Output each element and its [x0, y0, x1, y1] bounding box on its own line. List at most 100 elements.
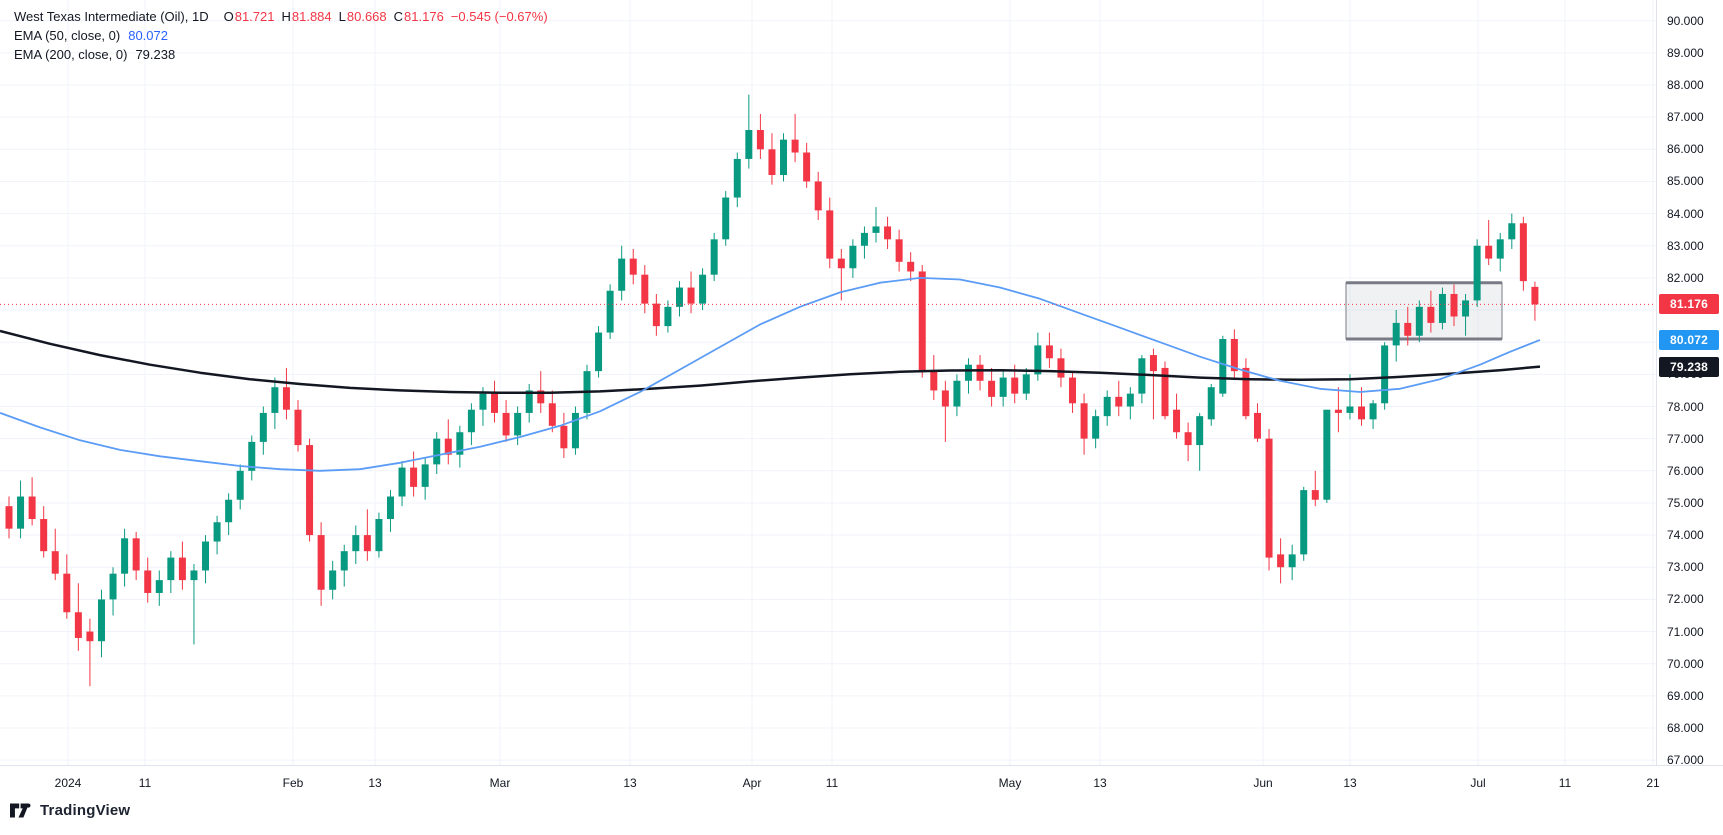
candle-body: [144, 570, 152, 593]
candle-body: [826, 210, 834, 259]
ema50-price-badge: 80.072: [1659, 329, 1719, 350]
candle-body: [1184, 432, 1192, 446]
candle-body: [491, 393, 499, 413]
close-value: 81.176: [404, 9, 444, 24]
candle-body: [17, 496, 25, 529]
candle-body: [167, 557, 175, 581]
candle-body: [525, 390, 533, 413]
candle-body: [918, 271, 926, 372]
candle-body: [1207, 387, 1215, 420]
candle-body: [964, 364, 972, 381]
time-axis-label: Jul: [1470, 776, 1486, 790]
time-axis-label: 11: [1558, 776, 1572, 790]
close-pair: C81.176: [394, 9, 444, 24]
symbol-legend-row[interactable]: West Texas Intermediate (Oil), 1D O81.72…: [14, 7, 548, 26]
candle-body: [1334, 409, 1342, 413]
candle-body: [537, 390, 545, 404]
open-pair: O81.721: [224, 9, 275, 24]
time-axis-label: 13: [1093, 776, 1107, 790]
candle-body: [28, 496, 36, 520]
high-value: 81.884: [291, 9, 332, 24]
candle-body: [1404, 322, 1412, 336]
tradingview-logo[interactable]: TradingView: [10, 802, 130, 819]
candle-body: [1473, 245, 1481, 301]
candle-body: [421, 464, 429, 487]
price-axis-label: 78.000: [1667, 399, 1704, 414]
candle-body: [722, 197, 730, 240]
candle-body: [1034, 345, 1042, 375]
candle-body: [1531, 286, 1539, 305]
candle-body: [641, 274, 649, 304]
candle-body: [1323, 409, 1331, 500]
candle-body: [40, 519, 48, 552]
candle-body: [1358, 406, 1366, 420]
time-axis-label: 13: [368, 776, 382, 790]
price-axis-label: 89.000: [1667, 45, 1704, 60]
candle-body: [768, 149, 776, 176]
price-axis-label: 75.000: [1667, 495, 1704, 510]
price-axis-label: 73.000: [1667, 560, 1704, 575]
candle-body: [352, 535, 360, 552]
candle-body: [618, 258, 626, 291]
candle-body: [51, 551, 59, 574]
candle-body: [433, 438, 441, 465]
candle-body: [1242, 367, 1250, 417]
candle-body: [988, 380, 996, 397]
candle-body: [1219, 338, 1227, 394]
time-axis[interactable]: 2024 11 Feb 13 Mar 13 Apr 11 May 13 Jun 13 Jul 11 21: [0, 765, 1723, 801]
candlestick-series: [5, 94, 1539, 687]
candle-body: [398, 467, 406, 497]
candle-body: [97, 599, 105, 642]
candle-body: [1080, 403, 1088, 439]
price-axis-label: 88.000: [1667, 78, 1704, 92]
time-axis-label: 21: [1646, 776, 1660, 790]
price-axis-label: 69.000: [1667, 688, 1704, 703]
candle-body: [629, 258, 637, 275]
price-axis-label: 90.000: [1667, 13, 1704, 28]
ema50-legend-row[interactable]: EMA (50, close, 0) 80.072: [14, 26, 548, 45]
chart-legend: West Texas Intermediate (Oil), 1D O81.72…: [14, 7, 548, 64]
candle-body: [410, 467, 418, 487]
candle-body: [1427, 306, 1435, 323]
candle-body: [999, 377, 1007, 397]
candle-body: [571, 412, 579, 449]
candle-body: [837, 258, 845, 269]
candle-body: [1496, 239, 1504, 259]
candle-body: [930, 371, 938, 391]
candle-body: [132, 538, 140, 571]
price-axis-label: 70.000: [1667, 656, 1704, 671]
candle-body: [202, 541, 210, 571]
candle-body: [710, 239, 718, 275]
candle-body: [1011, 377, 1019, 394]
candle-body: [1069, 377, 1077, 404]
time-axis-label: May: [998, 776, 1022, 790]
candle-body: [780, 139, 788, 176]
symbol-title: West Texas Intermediate (Oil), 1D: [14, 9, 209, 24]
candle-body: [1415, 306, 1423, 336]
candle-body: [444, 438, 452, 455]
horizontal-gridlines: [0, 20, 1656, 761]
candle-body: [1311, 490, 1319, 500]
candle-body: [294, 409, 302, 446]
candle-body: [803, 152, 811, 182]
candle-body: [664, 306, 672, 327]
candle-body: [1230, 338, 1238, 372]
candle-body: [5, 506, 13, 529]
price-axis-label: 71.000: [1667, 624, 1704, 639]
candle-body: [363, 535, 371, 552]
candle-body: [1450, 293, 1458, 317]
price-axis-label: 87.000: [1667, 110, 1704, 125]
candle-body: [907, 261, 915, 272]
price-axis[interactable]: 90.000 89.000 88.000 87.000 86.000 85.000 84.0…: [1656, 0, 1723, 767]
candle-body: [756, 130, 764, 150]
candle-body: [976, 364, 984, 381]
candle-body: [1438, 293, 1446, 323]
price-axis-label: 76.000: [1667, 463, 1704, 478]
time-axis-label: Apr: [742, 776, 762, 790]
candle-body: [1381, 345, 1389, 404]
time-axis-label: Feb: [282, 776, 304, 790]
candle-body: [514, 412, 522, 436]
price-axis-label: 72.000: [1667, 592, 1704, 607]
ema200-legend-row[interactable]: EMA (200, close, 0) 79.238: [14, 45, 548, 64]
